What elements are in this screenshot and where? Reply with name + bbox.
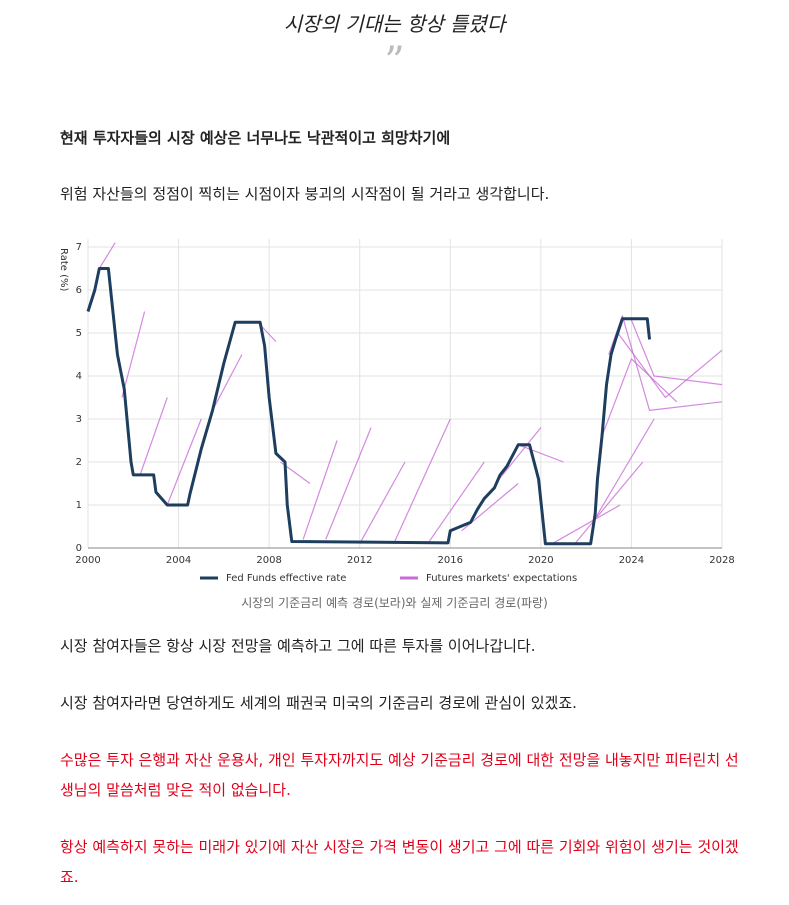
futures-line: [574, 461, 644, 545]
chart: Rate (%) 0 1 2 3 4 5 6 7 2000 2004 2008 2012 2016 202…: [60, 239, 735, 584]
legend-label: Fed Funds effective rate: [226, 573, 346, 584]
futures-line: [98, 242, 116, 269]
legend-label: Futures markets' expectations: [426, 573, 577, 584]
x-tick-label: 2028: [709, 555, 734, 566]
y-tick-label: 3: [76, 414, 82, 425]
y-tick-label: 7: [76, 242, 82, 253]
futures-line: [302, 440, 338, 540]
futures-line: [166, 418, 202, 506]
y-tick-label: 5: [76, 328, 82, 339]
x-tick-label: 2004: [166, 555, 191, 566]
paragraph-highlight: 수많은 투자 은행과 자산 운용사, 개인 투자자까지도 예상 기준금리 경로에…: [60, 751, 739, 799]
paragraph: 시장 참여자들은 항상 시장 전망을 예측하고 그에 따른 투자를 이어나갑니다…: [60, 637, 536, 655]
futures-line: [608, 315, 723, 411]
futures-line: [359, 461, 406, 544]
paragraph: 시장 참여자라면 당연하게도 세계의 패권국 미국의 기준금리 경로에 관심이 …: [60, 694, 577, 712]
x-tick-label: 2000: [75, 555, 100, 566]
y-tick-label: 6: [76, 285, 82, 296]
y-tick-label: 4: [76, 371, 82, 382]
quote-mark: ”: [384, 39, 405, 85]
paragraph-highlight: 항상 예측하지 못하는 미래가 있기에 자산 시장은 가격 변동이 생기고 그에…: [60, 838, 739, 886]
y-tick-label: 1: [76, 500, 82, 511]
futures-line: [325, 427, 372, 540]
futures-line: [630, 319, 723, 386]
y-axis-label: Rate (%): [60, 248, 69, 292]
futures-line: [212, 354, 243, 411]
paragraph: 현재 투자자들의 시장 예상은 너무나도 낙관적이고 희망차기에: [60, 129, 451, 147]
futures-line: [427, 461, 485, 545]
paragraph: 위험 자산들의 정점이 찍히는 시점이자 붕괴의 시작점이 될 거라고 생각합니…: [60, 185, 550, 203]
caption: 시장의 기준금리 예측 경로(보라)와 실제 기준금리 경로(파랑): [241, 596, 548, 610]
futures-line: [518, 444, 564, 463]
futures-line: [551, 504, 621, 545]
futures-line: [592, 418, 655, 523]
y-tick-label: 2: [76, 457, 82, 468]
x-tick-label: 2024: [619, 555, 644, 566]
fed-line: [86, 267, 652, 546]
x-tick-label: 2008: [256, 555, 281, 566]
x-tick-label: 2016: [438, 555, 463, 566]
futures-line: [393, 418, 451, 544]
y-tick-label: 0: [76, 543, 82, 554]
x-tick-label: 2012: [347, 555, 372, 566]
futures-line: [121, 311, 146, 398]
title: 시장의 기대는 항상 틀렸다: [283, 12, 506, 36]
futures-line: [601, 358, 678, 437]
futures-line: [139, 397, 168, 476]
futures-line: [495, 427, 542, 484]
x-tick-label: 2020: [528, 555, 553, 566]
futures-line: [617, 332, 723, 399]
